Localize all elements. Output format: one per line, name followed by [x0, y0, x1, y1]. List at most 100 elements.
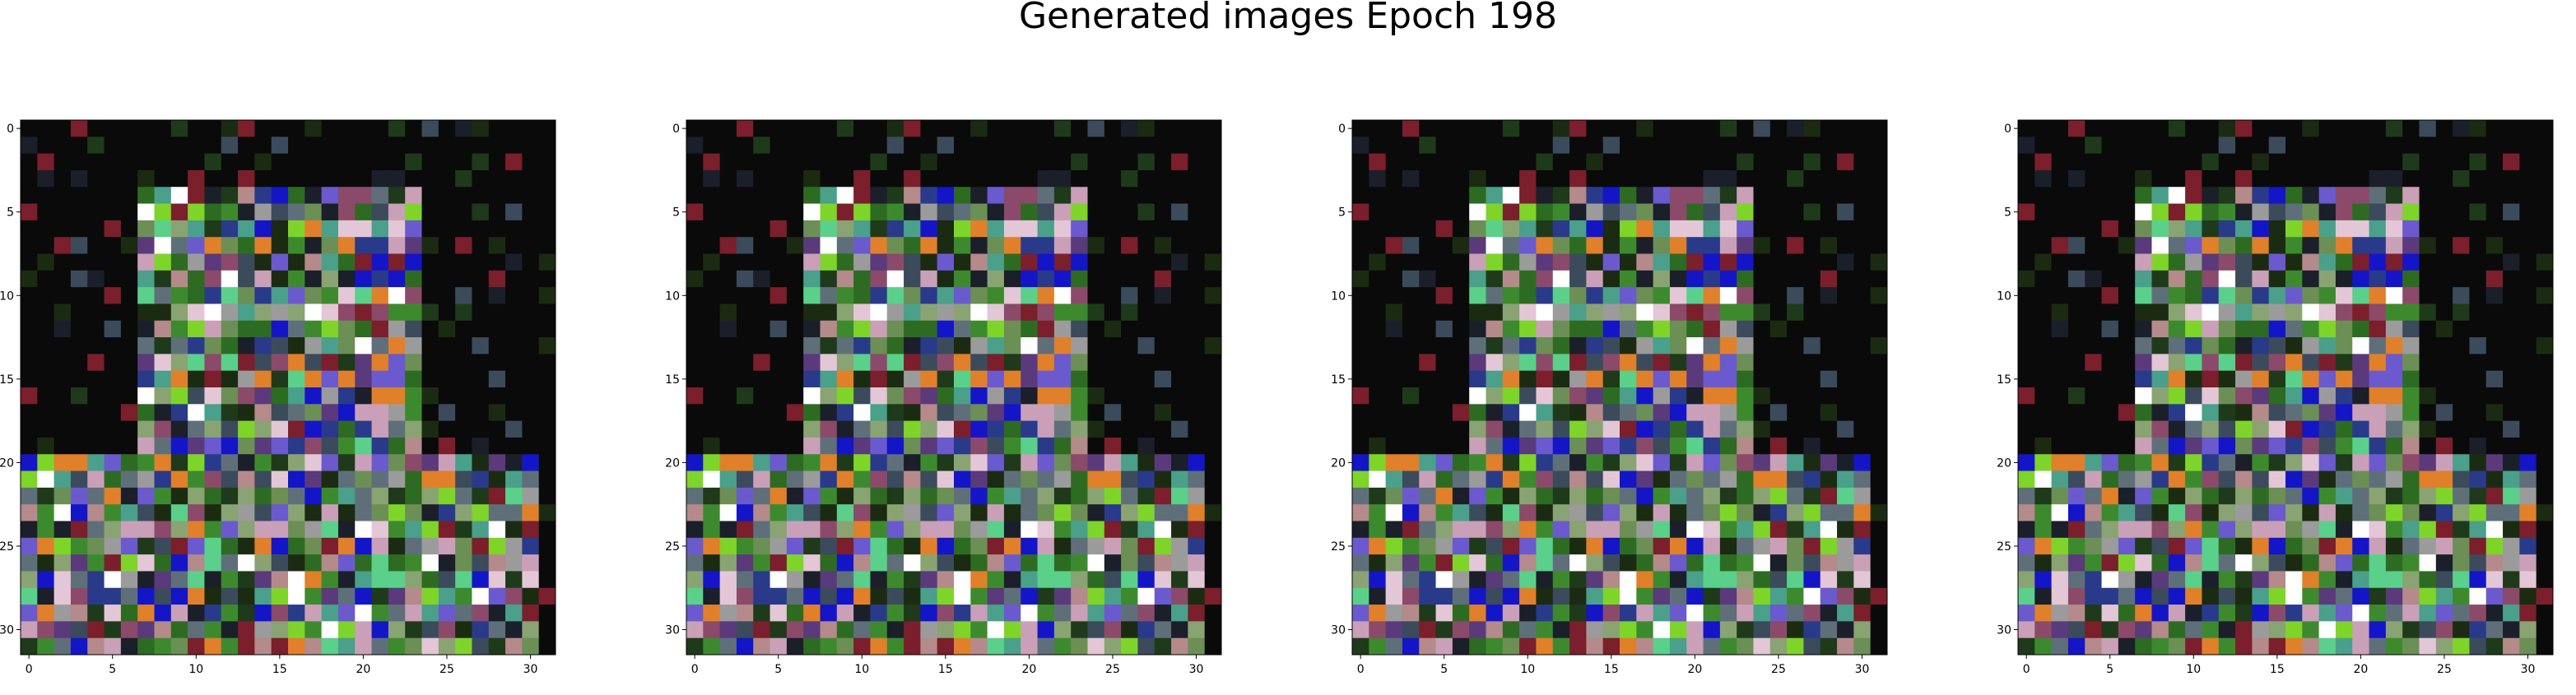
pixel-cell	[1204, 554, 1222, 572]
pixel-cell	[120, 571, 138, 589]
pixel-cell	[2419, 320, 2437, 338]
pixel-cell	[1519, 337, 1537, 354]
pixel-cell	[736, 587, 754, 605]
pixel-cell	[1137, 320, 1155, 338]
pixel-cell	[2318, 270, 2337, 288]
pixel-cell	[2268, 169, 2286, 188]
pixel-cell	[522, 370, 540, 388]
pixel-cell	[2067, 404, 2085, 422]
pixel-cell	[1137, 169, 1155, 188]
pixel-cell	[288, 637, 305, 656]
pixel-cell	[1703, 320, 1721, 338]
pixel-cell	[188, 387, 205, 405]
pixel-cell	[137, 554, 155, 572]
pixel-cell	[753, 137, 771, 155]
pixel-cell	[2018, 303, 2035, 322]
pixel-cell	[87, 454, 105, 472]
pixel-cell	[1502, 404, 1520, 422]
pixel-cell	[703, 203, 721, 221]
pixel-cell	[1385, 637, 1403, 656]
pixel-cell	[686, 237, 704, 254]
pixel-cell	[188, 370, 205, 388]
pixel-cell	[937, 504, 955, 521]
pixel-cell	[937, 637, 955, 656]
pixel-cell	[2335, 354, 2353, 372]
pixel-cell	[2034, 454, 2053, 472]
pixel-cell	[538, 537, 556, 555]
pixel-cell	[2302, 554, 2320, 572]
pixel-cell	[2335, 487, 2353, 505]
pixel-cell	[1171, 571, 1188, 589]
pixel-cell	[1188, 420, 1206, 438]
pixel-cell	[703, 237, 721, 254]
pixel-cell	[920, 470, 938, 489]
pixel-cell	[1853, 169, 1872, 188]
pixel-cell	[803, 470, 821, 489]
pixel-cell	[803, 387, 821, 405]
pixel-cell	[488, 287, 506, 304]
pixel-cell	[1653, 437, 1671, 455]
pixel-cell	[1737, 587, 1754, 605]
pixel-cell	[886, 437, 904, 455]
pixel-cell	[1021, 554, 1039, 572]
pixel-cell	[137, 437, 155, 455]
pixel-cell	[204, 320, 222, 338]
pixel-cell	[1803, 287, 1821, 304]
pixel-cell	[1188, 237, 1206, 254]
pixel-cell	[355, 187, 373, 205]
pixel-cell	[2536, 521, 2554, 539]
pixel-cell	[1003, 605, 1021, 622]
pixel-cell	[288, 187, 305, 205]
pixel-cell	[2268, 320, 2286, 338]
pixel-cell	[438, 387, 456, 405]
pixel-cell	[1204, 537, 1222, 555]
pixel-cell	[1703, 354, 1721, 372]
pixel-cell	[1703, 253, 1721, 271]
pixel-cell	[1053, 454, 1072, 472]
pixel-cell	[1021, 571, 1039, 589]
pixel-cell	[371, 270, 389, 288]
pixel-cell	[1620, 303, 1637, 322]
pixel-cell	[1003, 504, 1021, 521]
pixel-cell	[1653, 120, 1671, 137]
pixel-cell	[1669, 537, 1687, 555]
pixel-cell	[1536, 387, 1554, 405]
pixel-cell	[803, 354, 821, 372]
pixel-cell	[853, 571, 871, 589]
pixel-cell	[886, 404, 904, 422]
pixel-cell	[904, 237, 921, 254]
pixel-cell	[1469, 420, 1486, 438]
pixel-cell	[1853, 437, 1872, 455]
pixel-cell	[1686, 303, 1704, 322]
pixel-cell	[904, 220, 921, 238]
pixel-cell	[1803, 187, 1821, 205]
pixel-cell	[1369, 337, 1387, 354]
pixel-cell	[770, 169, 788, 188]
pixel-cell	[937, 337, 955, 354]
pixel-cell	[472, 454, 490, 472]
pixel-cell	[1121, 554, 1138, 572]
pixel-cell	[421, 454, 439, 472]
pixel-cell	[1620, 487, 1637, 505]
pixel-cell	[853, 554, 871, 572]
pixel-cell	[2218, 203, 2236, 221]
pixel-cell	[1620, 470, 1637, 489]
pixel-cell	[505, 470, 523, 489]
pixel-cell	[421, 237, 439, 254]
pixel-cell	[405, 470, 422, 489]
pixel-cell	[1569, 420, 1587, 438]
pixel-cell	[1719, 153, 1737, 171]
pixel-cell	[2218, 487, 2236, 505]
pixel-cell	[2101, 454, 2119, 472]
pixel-cell	[2034, 253, 2053, 271]
pixel-cell	[522, 169, 540, 188]
pixel-cell	[1686, 287, 1704, 304]
pixel-cell	[786, 504, 804, 521]
pixel-cell	[455, 470, 472, 489]
pixel-cell	[1369, 220, 1387, 238]
pixel-cell	[455, 370, 472, 388]
pixel-cell	[1385, 470, 1403, 489]
pixel-cell	[1204, 387, 1222, 405]
pixel-cell	[421, 470, 439, 489]
pixel-cell	[2018, 487, 2035, 505]
